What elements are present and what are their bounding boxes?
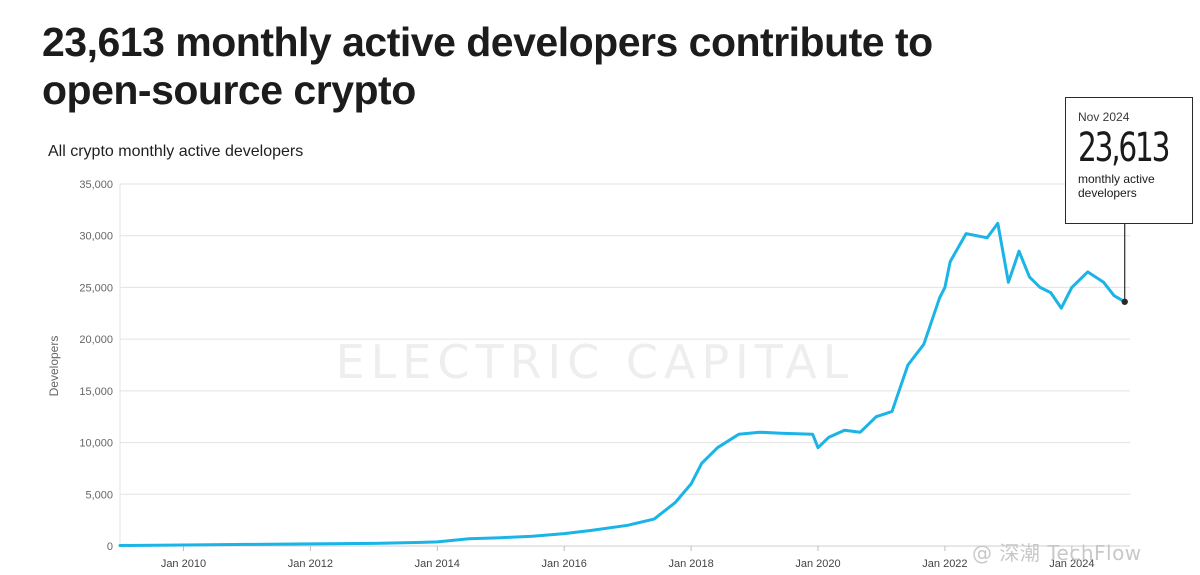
x-tick-label: Jan 2020 — [795, 558, 840, 570]
corner-watermark: @ 深潮 TechFlow — [972, 537, 1142, 566]
y-tick-label: 0 — [107, 541, 113, 553]
chart-subtitle: All crypto monthly active developers — [48, 143, 304, 160]
brand-watermark: ELECTRIC CAPITAL — [336, 335, 855, 389]
series-line — [118, 221, 1127, 547]
x-tick-label: Jan 2010 — [161, 558, 206, 570]
x-tick-label: Jan 2024 — [1049, 558, 1094, 570]
x-tick-label: Jan 2016 — [542, 558, 587, 570]
series-lines — [118, 221, 1127, 547]
y-tick-label: 30,000 — [79, 231, 113, 243]
page-title: 23,613 monthly active developers contrib… — [42, 19, 933, 113]
x-tick-label: Jan 2022 — [922, 558, 967, 570]
callout-date: Nov 2024 — [1078, 110, 1130, 124]
y-tick-label: 5,000 — [85, 489, 113, 501]
y-tick-label: 20,000 — [79, 334, 113, 346]
y-tick-label: 10,000 — [79, 438, 113, 450]
callout-value: 23,613 — [1078, 125, 1170, 171]
gridlines — [119, 183, 1130, 547]
x-tick-label: Jan 2012 — [288, 558, 333, 570]
value-callout: Nov 2024 23,613 monthly active developer… — [1065, 97, 1193, 224]
end-point-marker — [1121, 298, 1128, 305]
y-tick-label: 35,000 — [79, 179, 113, 191]
x-tick-label: Jan 2018 — [668, 558, 713, 570]
callout-description: monthly active developers — [1078, 172, 1155, 200]
y-tick-label: 15,000 — [79, 386, 113, 398]
x-tick-label: Jan 2014 — [415, 558, 460, 570]
y-tick-labels: 0 5,000 10,000 15,000 20,000 25,000 30,000 35,0… — [79, 179, 113, 553]
y-axis-label: Developers — [47, 336, 61, 397]
x-tick-labels: Jan 2010 Jan 2012 Jan 2014 Jan 2016 Jan 2018… — [161, 546, 1094, 570]
y-tick-label: 25,000 — [79, 282, 113, 294]
corner-watermark-text: @ 深潮 TechFlow — [972, 541, 1142, 565]
